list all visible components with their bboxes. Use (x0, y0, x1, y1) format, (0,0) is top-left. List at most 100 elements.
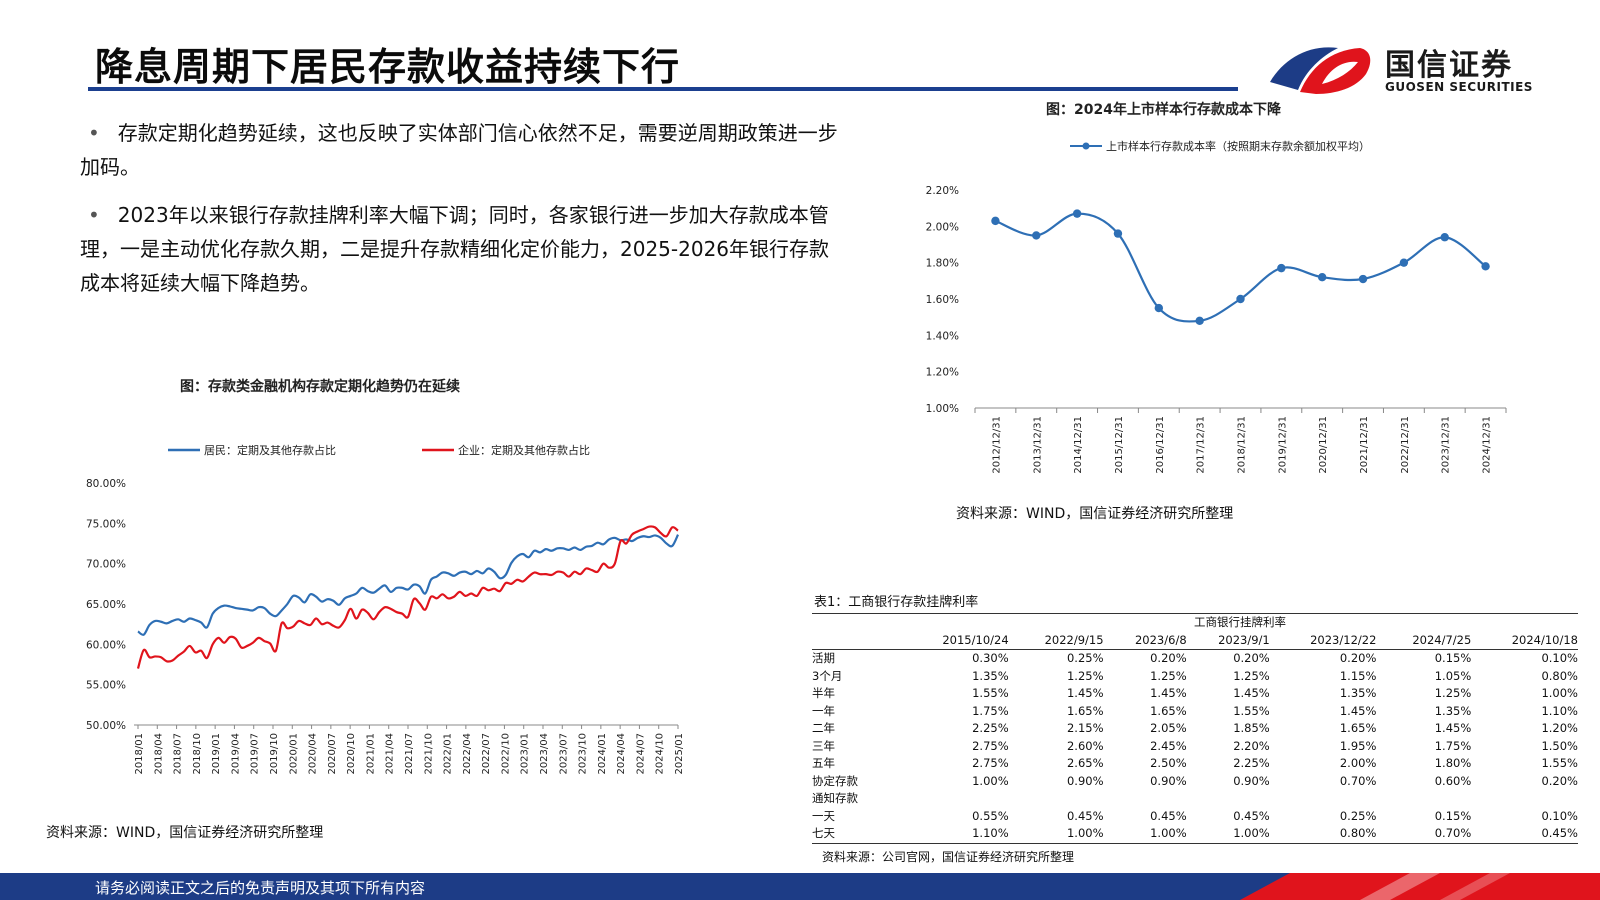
table-cell: 2.25% (1233, 756, 1270, 770)
table-cell: 0.45% (1066, 808, 1104, 823)
data-point (1195, 316, 1204, 325)
legend-item: 居民：定期及其他存款占比 (168, 443, 336, 457)
data-point (1072, 209, 1082, 218)
table-cell: 1.65% (1150, 703, 1187, 718)
data-point (991, 216, 1000, 226)
table-cell: 0.25% (1066, 651, 1104, 665)
table-cell (1009, 790, 1104, 808)
table-cell: 1.25% (1233, 668, 1270, 683)
table-cell: 2.50% (1150, 756, 1187, 770)
guosen-logo-icon (1270, 47, 1371, 94)
footer-disclaimer: 请务必阅读正文之后的免责声明及其项下所有内容 (95, 879, 426, 897)
table-group-header-row: 工商银行挂牌利率 (812, 613, 1578, 632)
table-cell (1376, 790, 1471, 808)
y-tick-label: 2.00% (926, 221, 959, 233)
data-point (1236, 294, 1245, 304)
left-chart-source: 资料来源：WIND，国信证券经济研究所整理 (46, 825, 324, 841)
x-tick-label: 2023/07 (558, 733, 569, 775)
table-cell: 1.55% (972, 686, 1009, 700)
table-cell: 1.45% (1233, 686, 1270, 700)
table-cell: 0.20% (1541, 773, 1578, 788)
table-cell: 1.00% (1186, 825, 1270, 844)
table-row-label: 协定存款 (812, 773, 858, 788)
x-tick-label: 2022/12/31 (1400, 416, 1411, 474)
table-cell: 1.75% (972, 703, 1009, 718)
table-cell: 1.45% (1150, 686, 1187, 700)
table-date-header: 2015/10/24 (902, 631, 1009, 650)
x-tick-label: 2022/01 (443, 733, 454, 775)
table-row: 通知存款 (812, 790, 1578, 808)
table-cell: 2.25% (972, 721, 1009, 735)
x-tick-label: 2022/10 (500, 733, 511, 775)
table-cell: 0.20% (1150, 651, 1187, 665)
x-tick-label: 2018/10 (192, 733, 203, 775)
table-cell: 0.60% (1434, 773, 1472, 788)
y-tick-label: 55.00% (86, 680, 126, 692)
table-header-blank (812, 631, 902, 650)
table-cell: 1.10% (902, 825, 1009, 844)
table-cell: 0.25% (1339, 808, 1377, 823)
table-cell (902, 790, 1009, 808)
y-tick-label: 1.20% (926, 367, 959, 379)
table-cell: 0.10% (1541, 808, 1578, 823)
bullet-dot-icon: • (88, 121, 100, 145)
x-tick-label: 2021/07 (404, 733, 415, 775)
table-date-header: 2023/9/1 (1186, 631, 1270, 650)
y-tick-label: 50.00% (86, 720, 126, 732)
bullet-text: 2023年以来银行存款挂牌利率大幅下调；同时，各家银行进一步加大存款成本管理，一… (80, 203, 830, 295)
y-tick-label: 70.00% (86, 559, 126, 571)
series-line (136, 525, 679, 669)
table-cell: 0.20% (1339, 651, 1377, 665)
x-tick-label: 2023/10 (578, 733, 589, 775)
x-tick-label: 2019/01 (211, 733, 222, 775)
y-tick-label: 1.80% (926, 258, 959, 270)
left-chart-title: 图：存款类金融机构存款定期化趋势仍在延续 (180, 379, 460, 395)
table-cell: 1.75% (1434, 738, 1472, 753)
table-row-label: 一天 (812, 808, 835, 823)
table-cell (1471, 790, 1578, 808)
table-cell: 1.55% (1233, 703, 1270, 718)
table-cell (1187, 790, 1270, 808)
x-tick-label: 2024/10 (655, 733, 666, 775)
table-cell: 0.20% (1233, 651, 1270, 665)
table-cell: 2.75% (972, 756, 1009, 770)
bullet-list: • 存款定期化趋势延续，这也反映了实体部门信心依然不足，需要逆周期政策进一步加码。… (80, 116, 840, 314)
y-tick-label: 2.20% (926, 185, 959, 197)
table-cell: 0.10% (1541, 651, 1578, 665)
data-point (1277, 263, 1286, 273)
table-cell: 0.45% (1233, 808, 1270, 823)
table-cell: 1.65% (1339, 721, 1377, 735)
page-title: 降息周期下居民存款收益持续下行 (95, 45, 681, 89)
logo-text-cn: 国信证券 (1385, 48, 1513, 83)
x-tick-label: 2020/01 (288, 733, 299, 775)
table-row: 二年 2.25% 2.15% 2.05% 1.85% 1.65% 1.45% 1.20% (812, 720, 1578, 738)
table-cell: 0.80% (1269, 825, 1377, 844)
x-tick-label: 2020/12/31 (1318, 416, 1329, 474)
x-tick-label: 2019/04 (230, 733, 241, 775)
logo-text-en: GUOSEN SECURITIES (1385, 80, 1533, 94)
table-cell: 0.30% (972, 651, 1009, 665)
x-tick-label: 2018/12/31 (1237, 416, 1248, 474)
table-row-label: 3个月 (812, 668, 843, 683)
legend-item: 企业：定期及其他存款占比 (422, 443, 590, 457)
series-line (995, 212, 1487, 323)
x-tick-label: 2020/10 (346, 733, 357, 775)
right-line-chart: 上市样本行存款成本率（按照期末存款余额加权平均） 1.00% 1.20% 1.40% 1… (926, 139, 1507, 474)
x-tick-label: 2024/07 (635, 733, 646, 775)
data-point (1317, 273, 1327, 282)
table-row-label: 二年 (812, 721, 835, 735)
table-cell: 2.45% (1150, 738, 1187, 753)
table-cell: 0.90% (1233, 773, 1270, 788)
x-tick-label: 2020/07 (327, 733, 338, 775)
bullet-text: 存款定期化趋势延续，这也反映了实体部门信心依然不足，需要逆周期政策进一步加码。 (80, 121, 838, 179)
table-cell: 0.15% (1434, 651, 1472, 665)
table-cell: 1.10% (1541, 703, 1578, 718)
table-cell: 1.35% (1339, 686, 1377, 700)
x-tick-label: 2025/01 (674, 733, 685, 775)
table-row-label: 三年 (812, 738, 835, 753)
table-row-label: 一年 (812, 703, 835, 718)
series-line (137, 534, 679, 636)
table-cell: 1.05% (1434, 668, 1472, 683)
x-tick-label: 2015/12/31 (1114, 416, 1125, 474)
data-point (1399, 258, 1409, 267)
